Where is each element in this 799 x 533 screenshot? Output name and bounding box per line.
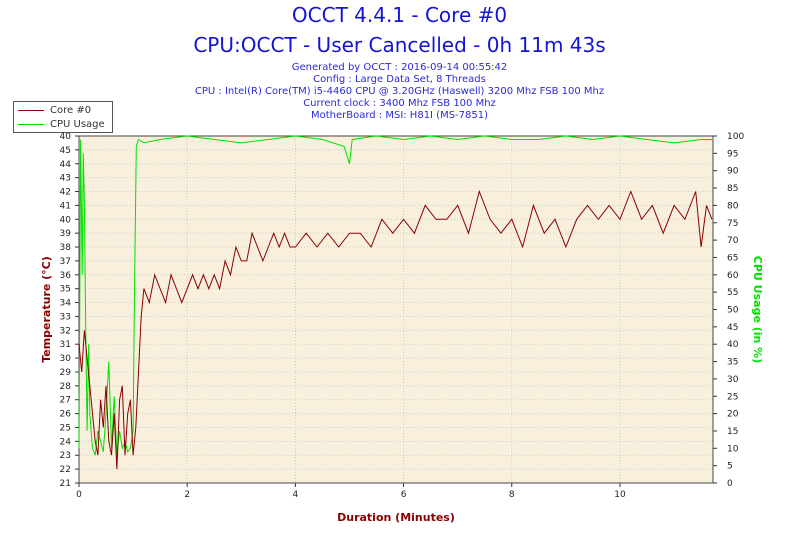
chart-title: OCCT 4.4.1 - Core #0	[291, 3, 508, 27]
y2-tick-label: 35	[727, 358, 738, 368]
y2-tick-label: 60	[727, 271, 739, 281]
y2-tick-label: 25	[727, 392, 738, 402]
y-tick-label: 45	[60, 146, 71, 156]
x-axis-label: Duration (Minutes)	[337, 511, 455, 524]
legend-label-usage: CPU Usage	[50, 118, 105, 130]
info-config: Config : Large Data Set, 8 Threads	[313, 74, 486, 85]
y2-tick-label: 0	[727, 479, 733, 489]
y-tick-label: 35	[60, 285, 71, 295]
y2-tick-label: 95	[727, 149, 738, 159]
y2-tick-label: 65	[727, 253, 738, 263]
y-tick-label: 23	[60, 451, 71, 461]
y-tick-label: 26	[60, 410, 72, 420]
y2-tick-label: 90	[727, 167, 739, 177]
y2-tick-label: 85	[727, 184, 738, 194]
chart-legend: Core #0 CPU Usage	[13, 101, 113, 133]
y2-tick-label: 20	[727, 410, 739, 420]
y-tick-label: 27	[60, 396, 71, 406]
y2-tick-label: 5	[727, 462, 733, 472]
x-tick-label: 8	[509, 490, 515, 500]
y-tick-label: 31	[60, 340, 71, 350]
y-tick-label: 39	[60, 229, 72, 239]
y-tick-label: 37	[60, 257, 71, 267]
legend-swatch-usage	[18, 123, 44, 125]
series-line-cpu-usage	[78, 135, 712, 456]
y-tick-label: 29	[60, 368, 72, 378]
y2-tick-label: 10	[727, 444, 739, 454]
y2-tick-label: 100	[727, 132, 744, 142]
y-tick-label: 33	[60, 312, 71, 322]
legend-item-temperature: Core #0	[18, 104, 91, 116]
y-tick-label: 40	[60, 215, 72, 225]
legend-label-temperature: Core #0	[50, 104, 92, 116]
y2-tick-label: 70	[727, 236, 739, 246]
series-line-core0	[78, 189, 713, 470]
y2-axis-label: CPU Usage (in %)	[751, 256, 764, 363]
y2-tick-label: 15	[727, 427, 738, 437]
y-axis-label: Temperature (°C)	[40, 256, 53, 363]
y-tick-label: 32	[60, 326, 71, 336]
x-tick-label: 0	[76, 490, 82, 500]
y-tick-label: 22	[60, 465, 71, 475]
y-tick-label: 25	[60, 423, 71, 433]
x-tick-label: 2	[184, 490, 190, 500]
legend-item-usage: CPU Usage	[18, 118, 105, 130]
x-tick-label: 10	[614, 490, 626, 500]
y2-tick-label: 40	[727, 340, 739, 350]
y-tick-label: 21	[60, 479, 71, 489]
info-motherboard: MotherBoard : MSI: H81I (MS-7851)	[310, 110, 489, 121]
y-tick-label: 28	[60, 382, 72, 392]
x-tick-label: 4	[293, 490, 299, 500]
y-tick-label: 38	[60, 243, 72, 253]
chart-subtitle: CPU:OCCT - User Cancelled - 0h 11m 43s	[193, 33, 606, 57]
y-tick-label: 43	[60, 174, 71, 184]
info-clock: Current clock : 3400 Mhz FSB 100 Mhz	[303, 98, 496, 109]
y2-tick-label: 30	[727, 375, 739, 385]
y-tick-label: 41	[60, 201, 71, 211]
info-cpu: CPU : Intel(R) Core(TM) i5-4460 CPU @ 3.…	[194, 86, 605, 97]
y2-tick-label: 80	[727, 201, 739, 211]
x-tick-label: 6	[401, 490, 407, 500]
y-tick-label: 36	[60, 271, 72, 281]
y2-tick-label: 75	[727, 219, 738, 229]
y-tick-label: 44	[60, 160, 72, 170]
y-tick-label: 34	[60, 299, 72, 309]
y-tick-label: 42	[60, 188, 71, 198]
info-generated: Generated by OCCT : 2016-09-14 00:55:42	[291, 62, 508, 73]
y2-tick-label: 45	[727, 323, 738, 333]
y2-tick-label: 50	[727, 306, 739, 316]
y2-tick-label: 55	[727, 288, 738, 298]
plot-area	[79, 136, 713, 483]
legend-swatch-temperature	[18, 109, 44, 111]
y-tick-label: 24	[60, 437, 72, 447]
y-tick-label: 40	[60, 132, 72, 142]
y-tick-label: 30	[60, 354, 72, 364]
plot-border	[78, 135, 714, 484]
